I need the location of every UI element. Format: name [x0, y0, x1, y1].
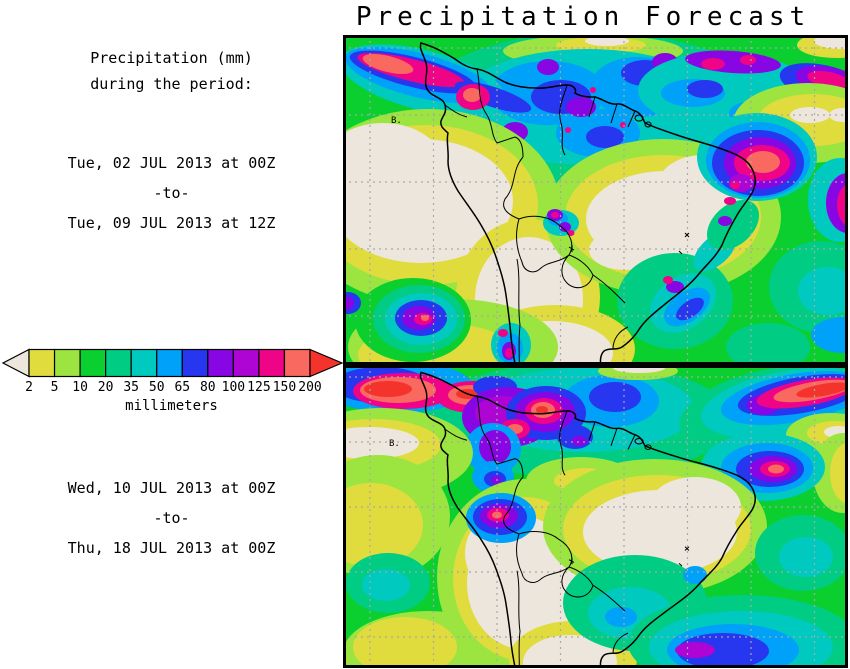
period-2-separator: -to- — [153, 509, 190, 527]
legend-underflow-arrow — [1, 348, 30, 378]
page-title: Precipitation Forecast — [355, 2, 811, 32]
map-frame-bottom — [343, 365, 848, 668]
graticule-top — [343, 35, 848, 365]
legend-tick: 100 — [221, 380, 246, 395]
legend-tick: 50 — [148, 380, 165, 395]
precip-field-bottom — [343, 365, 848, 668]
period-1-end: Tue, 09 JUL 2013 at 12Z — [67, 214, 276, 232]
legend-tick: 2 — [25, 380, 33, 395]
legend-segment — [53, 348, 81, 378]
legend-segment — [105, 348, 132, 378]
legend-tick: 10 — [72, 380, 88, 395]
legend-segment — [232, 348, 260, 378]
precip-map-top: B. — [343, 35, 848, 365]
colorbar-unit-label: millimeters — [125, 398, 218, 414]
period-1-separator: -to- — [153, 184, 190, 202]
graticule-bottom — [343, 365, 848, 668]
legend-tick: 20 — [97, 380, 114, 395]
legend-segment — [283, 348, 311, 378]
period-2-end: Thu, 18 JUL 2013 at 00Z — [67, 539, 276, 557]
legend-tick: 150 — [272, 380, 297, 395]
legend-tick: 80 — [199, 380, 216, 395]
period-1-start: Tue, 02 JUL 2013 at 00Z — [67, 154, 276, 172]
period-1: Tue, 02 JUL 2013 at 00Z -to- Tue, 09 JUL… — [0, 148, 343, 238]
legend-segment — [181, 348, 209, 378]
legend-heading: Precipitation (mm) during the period: — [0, 45, 343, 97]
map-marker-label: B. — [391, 116, 402, 126]
colorbar — [1, 348, 344, 378]
legend-tick: 5 — [50, 380, 59, 395]
legend-segment — [130, 348, 158, 378]
map-marker-label: B. — [389, 439, 400, 449]
coastline-top — [420, 43, 755, 365]
legend-segment — [79, 348, 107, 378]
period-2: Wed, 10 JUL 2013 at 00Z -to- Thu, 18 JUL… — [0, 473, 343, 563]
precip-map-bottom: B. — [343, 365, 848, 668]
precip-field-top — [343, 35, 848, 365]
legend-tick: 65 — [174, 380, 191, 395]
legend-segment — [207, 348, 234, 378]
legend-tick: 200 — [298, 380, 322, 395]
period-2-start: Wed, 10 JUL 2013 at 00Z — [67, 479, 276, 497]
legend-overflow-arrow — [309, 348, 344, 378]
legend-segment — [258, 348, 286, 378]
legend-segment — [156, 348, 183, 378]
legend-tick: 35 — [123, 380, 139, 395]
legend-heading-line1: Precipitation (mm) — [90, 49, 253, 67]
colorbar-tick-labels: 2 5 10 20 35 50 65 80 100 125 150 200 — [25, 380, 322, 396]
legend-segment — [28, 348, 56, 378]
legend-tick: 125 — [247, 380, 271, 395]
map-frame-top — [343, 35, 848, 365]
coastline-bottom — [420, 372, 755, 668]
legend-heading-line2: during the period: — [90, 75, 253, 93]
